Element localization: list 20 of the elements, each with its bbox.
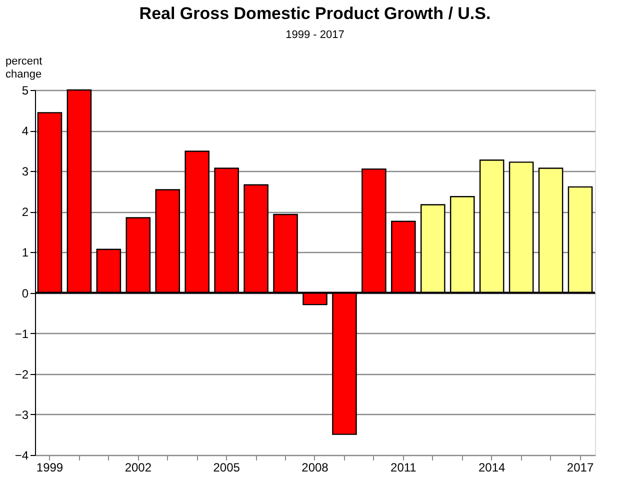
y-tick-label: −2 (14, 367, 29, 382)
x-tick-label: 2005 (213, 460, 240, 474)
y-tick-label: −3 (14, 408, 29, 422)
x-tick-label: 2002 (124, 460, 152, 474)
y-tick-label: 2 (22, 205, 29, 220)
x-tick-label: 2014 (478, 460, 506, 474)
y-tick-label: −1 (14, 326, 29, 341)
y-tick-label: 1 (22, 246, 29, 260)
y-tick-label: 3 (22, 164, 29, 179)
y-tick-label: 0 (22, 286, 29, 300)
x-tick-label: 2011 (390, 460, 417, 474)
x-tick-label: 2017 (566, 460, 594, 474)
y-tick-label: 4 (22, 124, 29, 138)
chart-subtitle: 1999 - 2017 (286, 29, 344, 41)
y-axis-title: percent change (6, 56, 42, 80)
chart-title: Real Gross Domestic Product Growth / U.S. (139, 4, 491, 23)
y-tick-label: −4 (14, 448, 29, 462)
x-tick-label: 1999 (36, 460, 64, 474)
y-tick-label: 5 (22, 84, 29, 98)
x-tick-label: 2008 (302, 460, 329, 474)
